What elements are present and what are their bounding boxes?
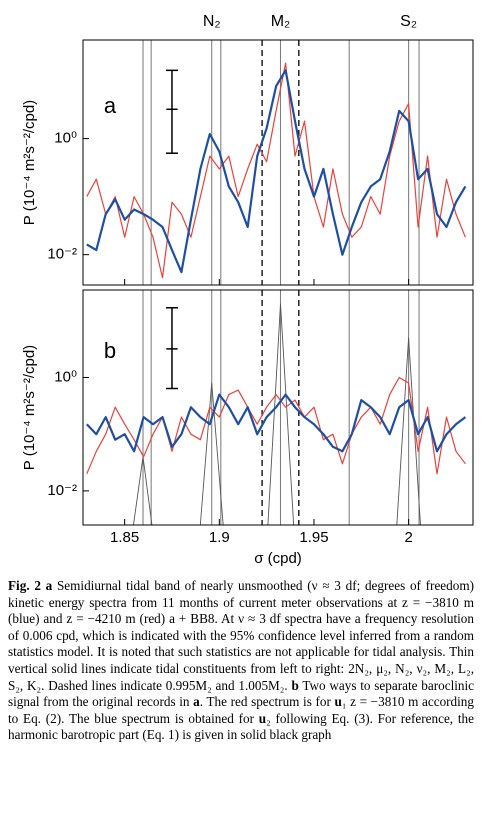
x-tick-label: 1.85 bbox=[110, 529, 139, 546]
caption-bold: u bbox=[258, 710, 267, 726]
panel-label: a bbox=[104, 93, 117, 118]
figure: 10⁻² 10⁰ N₂ M₂ S₂ a P (10⁻⁴ m²s⁻²/cpd) 10⁻² 10⁰ 1… bbox=[21, 13, 474, 567]
caption-text: ₂ following Eq. (3). For reference, the … bbox=[8, 710, 474, 743]
axes-frame bbox=[82, 39, 474, 286]
spectrum-line bbox=[86, 393, 467, 453]
y-tick-label: 10⁰ bbox=[54, 130, 77, 147]
x-tick-label: 2 bbox=[404, 529, 412, 546]
caption-text: Semidiurnal tidal band of nearly unsmoot… bbox=[8, 578, 474, 693]
axes-frame bbox=[82, 289, 474, 526]
y-axis-label: P (10⁻⁴ m²s⁻²/cpd) bbox=[21, 345, 38, 470]
constituent-label: S₂ bbox=[400, 13, 417, 30]
caption-bold: u bbox=[334, 694, 342, 710]
caption: Fig. 2 a Semidiurnal tidal band of nearl… bbox=[8, 578, 474, 744]
constituent-label: M₂ bbox=[271, 13, 291, 30]
caption-text: ₁ z = −3810 m according to Eq. (2). The … bbox=[8, 694, 474, 726]
plot-area bbox=[86, 40, 467, 285]
y-axis-label: P (10⁻⁴ m²s⁻²/cpd) bbox=[21, 100, 38, 225]
x-axis-label: σ (cpd) bbox=[254, 550, 302, 567]
constituent-label: N₂ bbox=[203, 13, 221, 30]
spectrum-line bbox=[133, 303, 421, 525]
y-tick-label: 10⁰ bbox=[54, 368, 77, 385]
x-tick-label: 1.95 bbox=[299, 529, 328, 546]
caption-bold: Fig. 2 a bbox=[8, 578, 53, 593]
spectrum-line bbox=[86, 376, 466, 475]
plot-area bbox=[86, 290, 467, 525]
caption-bold: a bbox=[193, 694, 200, 710]
caption-text: . The red spectrum is for bbox=[199, 694, 335, 710]
caption-bold: b bbox=[291, 677, 299, 693]
spectrum-line bbox=[86, 69, 467, 274]
y-tick-label: 10⁻² bbox=[47, 482, 77, 499]
y-tick-label: 10⁻² bbox=[47, 246, 77, 263]
panel-label: b bbox=[104, 338, 116, 363]
caption-text: Two ways to separate baroclinic signal f… bbox=[8, 677, 475, 710]
x-tick-label: 1.9 bbox=[209, 529, 230, 546]
